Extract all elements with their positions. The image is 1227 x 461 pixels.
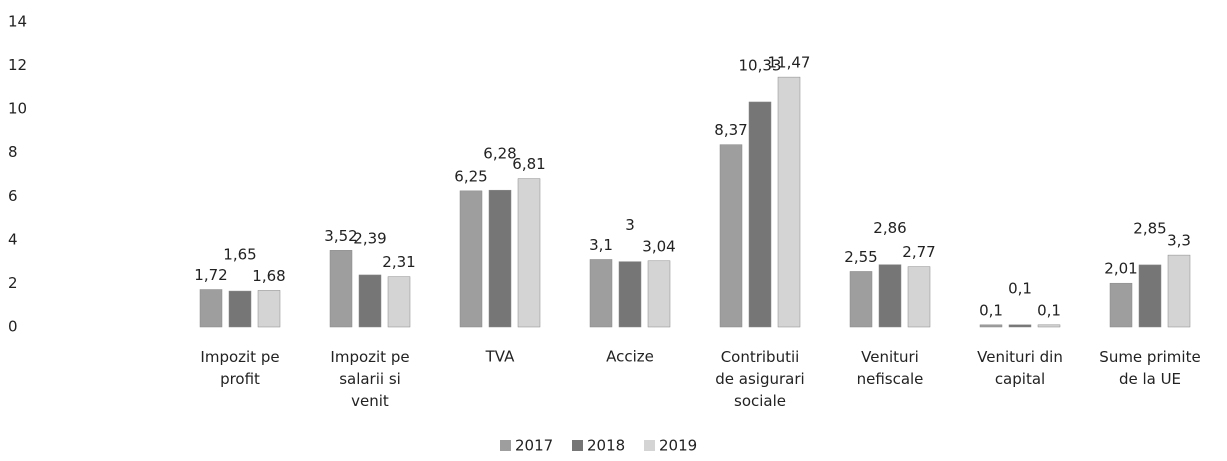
bar (517, 178, 541, 328)
value-label: 2,01 (1104, 260, 1137, 278)
x-tick-label: Contributii de asigurari sociale (715, 348, 804, 410)
x-tick-label: Sume primite de la UE (1099, 348, 1200, 388)
value-label: 2,31 (382, 253, 415, 271)
bar (979, 324, 1003, 328)
value-label: 6,81 (512, 155, 545, 173)
value-label: 2,86 (873, 219, 906, 237)
bar (1138, 264, 1162, 328)
value-label: 1,68 (252, 267, 285, 285)
bar (358, 274, 382, 328)
y-tick-label: 4 (8, 230, 18, 248)
value-label: 3,52 (324, 227, 357, 245)
bar (1037, 324, 1061, 328)
y-tick-label: 12 (8, 56, 27, 74)
value-label: 0,1 (1037, 301, 1061, 319)
bar (907, 266, 931, 328)
bar (1109, 282, 1133, 328)
x-tick-label: Impozit pe profit (200, 348, 279, 388)
bar (1167, 254, 1191, 328)
legend-swatch (500, 440, 511, 451)
bar (719, 144, 743, 328)
legend-swatch (644, 440, 655, 451)
bar (488, 189, 512, 328)
bar (228, 290, 252, 328)
y-tick-label: 14 (8, 13, 27, 31)
value-label: 8,37 (714, 121, 747, 139)
legend-swatch (572, 440, 583, 451)
bar (387, 276, 411, 328)
value-label: 11,47 (768, 54, 811, 72)
bar (748, 101, 772, 328)
value-label: 3,04 (642, 237, 675, 255)
y-tick-label: 0 (8, 318, 18, 336)
x-tick-label: Venituri nefiscale (857, 348, 924, 388)
x-tick-label: Impozit pe salarii si venit (330, 348, 409, 410)
value-label: 3 (625, 216, 635, 234)
y-tick-label: 2 (8, 274, 18, 292)
bar (849, 271, 873, 328)
value-label: 2,77 (902, 243, 935, 261)
y-tick-label: 6 (8, 187, 18, 205)
value-label: 3,1 (589, 236, 613, 254)
value-label: 10,33 (739, 56, 782, 74)
x-tick-label: Venituri din capital (977, 348, 1063, 388)
value-label: 0,1 (979, 301, 1003, 319)
bar (878, 264, 902, 328)
legend-label: 2017 (515, 437, 553, 455)
bar (1008, 324, 1032, 328)
value-label: 2,85 (1133, 219, 1166, 237)
value-label: 6,25 (454, 167, 487, 185)
legend-label: 2019 (659, 437, 697, 455)
bar (257, 290, 281, 328)
bar (618, 261, 642, 328)
bar (589, 259, 613, 328)
value-label: 1,65 (223, 246, 256, 264)
bar (777, 76, 801, 328)
y-tick-label: 10 (8, 100, 27, 118)
value-label: 6,28 (483, 145, 516, 163)
x-tick-label: Accize (606, 348, 654, 366)
y-tick-label: 8 (8, 143, 18, 161)
value-label: 2,55 (844, 248, 877, 266)
value-label: 3,3 (1167, 232, 1191, 250)
value-label: 1,72 (194, 266, 227, 284)
value-label: 0,1 (1008, 279, 1032, 297)
bar (459, 190, 483, 328)
legend-label: 2018 (587, 437, 625, 455)
bar (199, 289, 223, 328)
bar (329, 250, 353, 328)
x-tick-label: TVA (485, 348, 515, 366)
bar (647, 260, 671, 328)
value-label: 2,39 (353, 229, 386, 247)
